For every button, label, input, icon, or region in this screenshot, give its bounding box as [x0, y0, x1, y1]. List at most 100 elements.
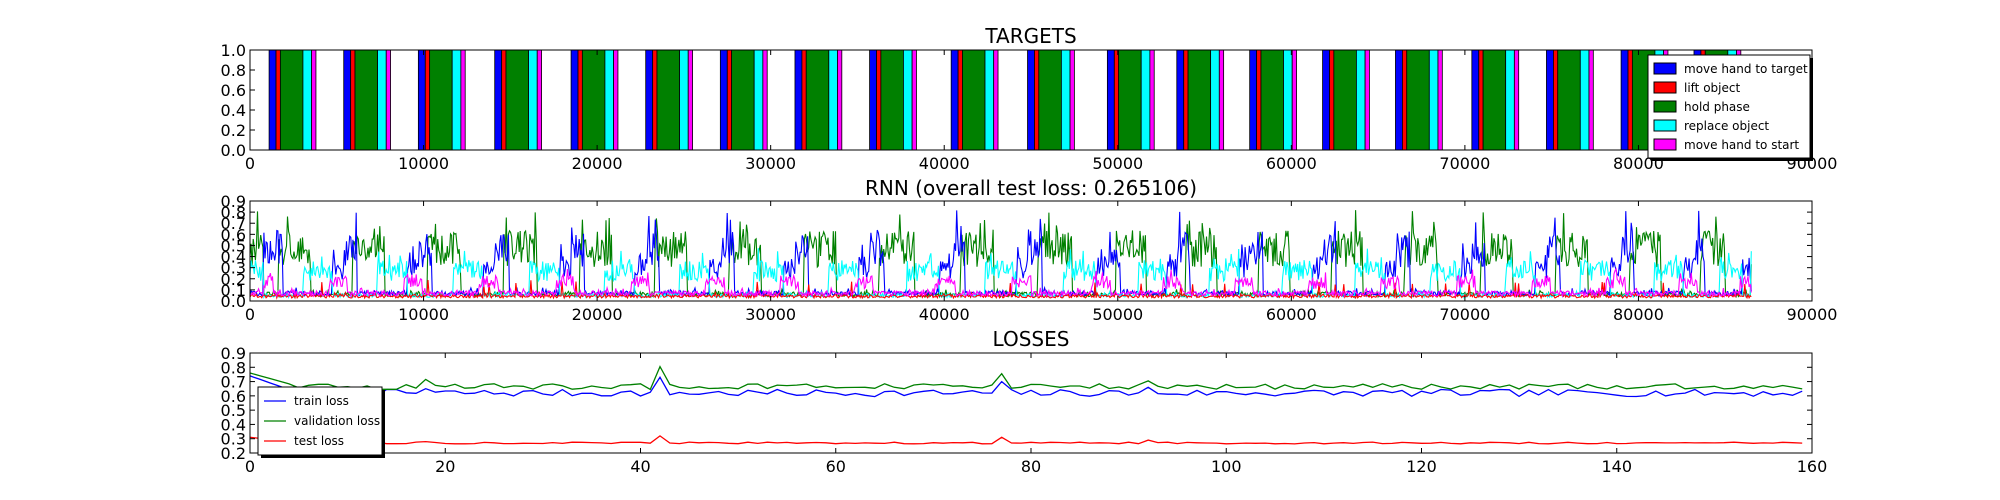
- target-bar-move-hand-to-start: [460, 49, 466, 151]
- y-tick-label: 0.2: [221, 121, 246, 140]
- target-bar-replace-object: [828, 49, 838, 151]
- target-bar-hold-phase: [731, 49, 755, 151]
- x-tick-label: 70000: [1439, 305, 1490, 324]
- targets-ticks: 0 10000 20000 30000 40000 50000 60000 70000 8000…: [221, 41, 1838, 173]
- target-bar-hold-phase: [1260, 49, 1284, 151]
- target-bar-move-hand-to-target: [570, 49, 579, 151]
- target-bar-move-hand-to-start: [1513, 49, 1520, 151]
- losses-title: LOSSES: [993, 327, 1070, 351]
- target-bar-lift-object: [957, 49, 963, 151]
- y-tick-label: 0.3: [221, 430, 246, 449]
- target-bar-replace-object: [1505, 49, 1515, 151]
- target-bar-lift-object: [424, 49, 431, 151]
- y-tick-label: 0.5: [221, 236, 246, 255]
- y-tick-label: 0.4: [221, 248, 246, 267]
- target-bar-move-hand-to-start: [1291, 49, 1297, 151]
- target-bar-move-hand-to-target: [1176, 49, 1185, 151]
- target-bar-lift-object: [577, 49, 583, 151]
- legend-label: move hand to start: [1684, 138, 1799, 152]
- target-bar-replace-object: [984, 49, 995, 151]
- targets-title: TARGETS: [984, 24, 1076, 48]
- legend-label: hold phase: [1684, 100, 1750, 114]
- target-bar-move-hand-to-start: [385, 49, 391, 151]
- target-bar-move-hand-to-start: [762, 49, 768, 151]
- target-bar-move-hand-to-target: [1620, 49, 1629, 151]
- y-tick-label: 0.8: [221, 203, 246, 222]
- target-bar-move-hand-to-start: [1069, 49, 1075, 151]
- target-bar-replace-object: [604, 49, 614, 151]
- y-tick-label: 0.6: [221, 81, 246, 100]
- y-tick-label: 0.2: [221, 270, 246, 289]
- x-tick-label: 20: [435, 457, 455, 476]
- x-tick-label: 0: [245, 154, 255, 173]
- y-tick-label: 0.1: [221, 281, 246, 300]
- target-bar-lift-object: [726, 49, 733, 151]
- x-tick-label: 0: [245, 457, 255, 476]
- target-bar-lift-object: [275, 49, 281, 151]
- target-bar-replace-object: [679, 49, 689, 151]
- x-tick-label: 70000: [1439, 154, 1490, 173]
- target-bar-move-hand-to-target: [268, 49, 277, 151]
- target-bar-move-hand-to-target: [950, 49, 959, 151]
- target-bar-replace-object: [1356, 49, 1366, 151]
- target-bar-replace-object: [1210, 49, 1220, 151]
- target-bar-move-hand-to-start: [837, 49, 843, 151]
- target-bar-move-hand-to-start: [1218, 49, 1225, 151]
- legend-label: move hand to target: [1684, 62, 1808, 76]
- target-bar-hold-phase: [962, 49, 986, 151]
- target-bar-move-hand-to-target: [343, 49, 352, 151]
- target-bar-move-hand-to-target: [719, 49, 728, 151]
- y-tick-label: 0.5: [221, 401, 246, 420]
- legend-swatch: [1653, 138, 1677, 151]
- target-bar-hold-phase: [880, 49, 904, 151]
- target-bar-move-hand-to-target: [1106, 49, 1115, 151]
- target-bar-move-hand-to-target: [417, 49, 426, 151]
- target-bar-hold-phase: [581, 49, 606, 151]
- target-bar-hold-phase: [279, 49, 304, 151]
- target-bar-hold-phase: [805, 49, 830, 151]
- target-bar-move-hand-to-start: [1437, 49, 1443, 151]
- target-bar-replace-object: [1140, 49, 1151, 151]
- target-bar-lift-object: [350, 49, 356, 151]
- x-tick-label: 60000: [1266, 154, 1317, 173]
- target-bar-hold-phase: [1038, 49, 1062, 151]
- y-tick-label: 0.9: [221, 192, 246, 211]
- y-tick-label: 0.4: [221, 415, 246, 434]
- y-tick-label: 0.0: [221, 141, 246, 160]
- target-bar-move-hand-to-target: [645, 49, 654, 151]
- target-bar-replace-object: [451, 49, 462, 151]
- target-bar-replace-object: [1579, 49, 1590, 151]
- x-tick-label: 30000: [745, 154, 796, 173]
- rnn-title: RNN (overall test loss: 0.265106): [865, 176, 1197, 200]
- target-bar-move-hand-to-target: [1395, 49, 1403, 151]
- legend-swatch: [1653, 119, 1677, 132]
- x-tick-label: 80000: [1613, 305, 1664, 324]
- target-bar-hold-phase: [1482, 49, 1507, 151]
- y-tick-label: 0.3: [221, 259, 246, 278]
- y-tick-label: 1.0: [221, 41, 246, 60]
- target-bar-hold-phase: [1557, 49, 1581, 151]
- rnn-panel: 0 10000 20000 30000 40000 50000 60000 70000 8000…: [221, 176, 1838, 324]
- target-bar-replace-object: [377, 49, 387, 151]
- target-bar-move-hand-to-start: [911, 49, 917, 151]
- target-bar-move-hand-to-start: [993, 49, 999, 151]
- target-bar-replace-object: [903, 49, 913, 151]
- targets-legend: move hand to target lift object hold phase…: [1647, 54, 1813, 161]
- target-bar-lift-object: [1478, 49, 1484, 151]
- x-tick-label: 60: [826, 457, 846, 476]
- target-bar-lift-object: [1402, 49, 1408, 151]
- x-tick-label: 0: [245, 305, 255, 324]
- target-bar-replace-object: [528, 49, 538, 151]
- legend-label: train loss: [294, 394, 349, 408]
- y-tick-label: 0.8: [221, 358, 246, 377]
- rnn-axes-frame: [249, 200, 1813, 302]
- y-tick-label: 0.8: [221, 61, 246, 80]
- y-tick-label: 0.9: [221, 344, 246, 363]
- target-bar-move-hand-to-target: [1471, 49, 1480, 151]
- target-bar-replace-object: [1428, 49, 1439, 151]
- target-bar-move-hand-to-target: [494, 49, 503, 151]
- x-tick-label: 50000: [1092, 305, 1143, 324]
- target-bar-hold-phase: [1187, 49, 1212, 151]
- target-bar-move-hand-to-target: [794, 49, 803, 151]
